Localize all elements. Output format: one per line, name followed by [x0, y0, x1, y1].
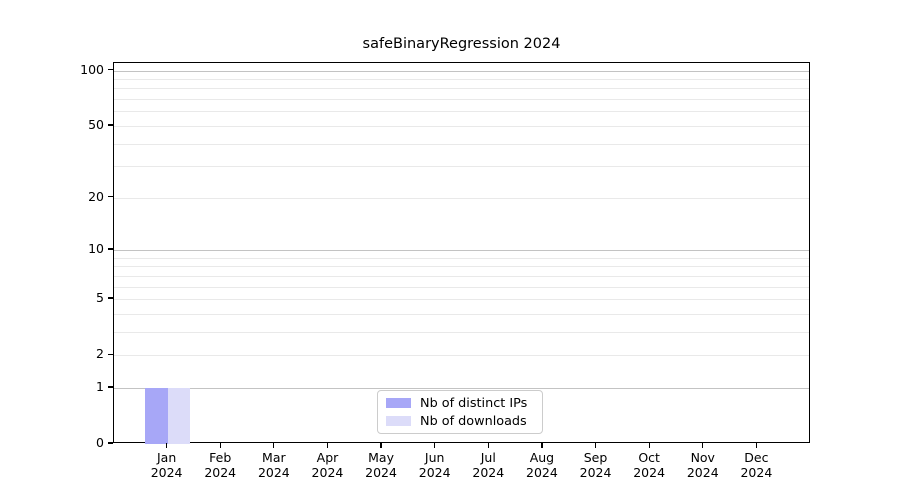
x-tick-year: 2024 [204, 465, 237, 480]
x-tick [594, 443, 597, 448]
x-tick-month: Jun [424, 450, 445, 465]
legend: Nb of distinct IPs Nb of downloads [377, 390, 543, 434]
minor-gridline [114, 299, 809, 301]
x-tick-month: Feb [209, 450, 232, 465]
chart-title: safeBinaryRegression 2024 [362, 36, 561, 52]
x-tick-year: 2024 [365, 465, 397, 480]
x-tick-label: Feb 2024 [188, 450, 252, 480]
x-tick [273, 443, 275, 448]
x-tick [702, 443, 704, 448]
x-tick-month: Jan [156, 450, 177, 465]
major-gridline [114, 250, 809, 251]
x-tick-month: May [368, 450, 394, 465]
y-tick-label: 0 [96, 435, 104, 450]
x-tick-year: 2024 [633, 465, 666, 480]
y-tick-label: 100 [80, 61, 104, 77]
y-tick [108, 69, 113, 71]
x-tick [648, 443, 650, 448]
x-tick-label: Apr 2024 [295, 450, 359, 480]
x-tick-label: Nov 2024 [671, 450, 735, 480]
y-tick [108, 442, 113, 444]
y-tick-label: 20 [88, 188, 104, 204]
x-tick-month: Nov [690, 450, 715, 465]
major-gridline [114, 387, 809, 389]
legend-item-downloads: Nb of downloads [386, 414, 534, 429]
x-tick-label: Aug 2024 [510, 450, 574, 480]
y-tick-label: 50 [88, 116, 104, 132]
grid-layer [114, 63, 809, 442]
legend-label-distinct-ips: Nb of distinct IPs [420, 395, 528, 411]
y-tick-label: 10 [88, 241, 104, 256]
y-tick [108, 353, 113, 355]
minor-gridline [114, 143, 809, 145]
minor-gridline [114, 111, 809, 113]
x-tick-year: 2024 [472, 465, 505, 480]
x-tick-label: Mar 2024 [242, 450, 306, 480]
x-tick-year: 2024 [686, 465, 719, 480]
legend-swatch-downloads-icon [386, 416, 411, 426]
y-tick-label: 2 [96, 346, 104, 362]
y-tick [108, 196, 113, 198]
x-tick [487, 443, 489, 448]
bar-downloads [167, 387, 191, 444]
minor-gridline [114, 166, 809, 168]
minor-gridline [114, 125, 809, 127]
x-tick [434, 443, 436, 448]
y-tick [108, 297, 113, 299]
x-tick-year: 2024 [526, 465, 558, 480]
plot-area [113, 62, 810, 444]
minor-gridline [114, 266, 809, 268]
x-tick [219, 443, 221, 448]
x-tick-label: Jan 2024 [135, 450, 199, 480]
x-tick-label: Dec 2024 [724, 450, 788, 480]
x-tick-year: 2024 [257, 465, 290, 480]
x-tick [326, 443, 329, 448]
x-tick-year: 2024 [740, 465, 773, 480]
minor-gridline [114, 197, 809, 199]
legend-item-distinct-ips: Nb of distinct IPs [386, 396, 534, 411]
x-tick-year: 2024 [311, 465, 344, 480]
x-tick-year: 2024 [418, 465, 451, 480]
x-tick [755, 443, 757, 448]
bar-layer [114, 63, 809, 444]
y-tick [108, 124, 113, 126]
x-tick-month: Jul [480, 450, 496, 465]
y-tick [108, 386, 113, 388]
x-tick-label: Jul 2024 [456, 450, 520, 480]
bar-distinct-ips [145, 387, 168, 444]
minor-gridline [114, 286, 809, 288]
x-tick-month: Mar [262, 450, 286, 465]
minor-gridline [114, 313, 809, 315]
y-tick-label: 1 [96, 378, 104, 394]
x-tick-label: Jun 2024 [403, 450, 467, 480]
x-tick-year: 2024 [579, 465, 612, 480]
x-tick-month: Dec [744, 450, 769, 465]
legend-swatch-distinct-ips-icon [386, 398, 411, 408]
minor-gridline [114, 257, 809, 259]
minor-gridline [114, 355, 809, 357]
x-tick-label: Sep 2024 [564, 450, 628, 480]
major-gridline [114, 70, 809, 72]
x-tick-month: Aug [529, 450, 555, 465]
minor-gridline [114, 99, 809, 101]
y-tick [108, 248, 113, 250]
x-tick [541, 443, 543, 448]
x-tick-month: Sep [583, 450, 608, 465]
x-tick-month: Apr [316, 450, 339, 465]
y-tick-label: 5 [96, 290, 104, 306]
x-tick-label: May 2024 [349, 450, 413, 480]
x-tick [166, 443, 168, 448]
minor-gridline [114, 275, 809, 277]
minor-gridline [114, 79, 809, 81]
legend-label-downloads: Nb of downloads [420, 413, 527, 429]
minor-gridline [114, 88, 809, 90]
x-tick [380, 443, 382, 448]
x-tick-year: 2024 [150, 465, 183, 480]
x-tick-month: Oct [638, 450, 660, 465]
minor-gridline [114, 331, 809, 333]
x-tick-label: Oct 2024 [617, 450, 681, 480]
